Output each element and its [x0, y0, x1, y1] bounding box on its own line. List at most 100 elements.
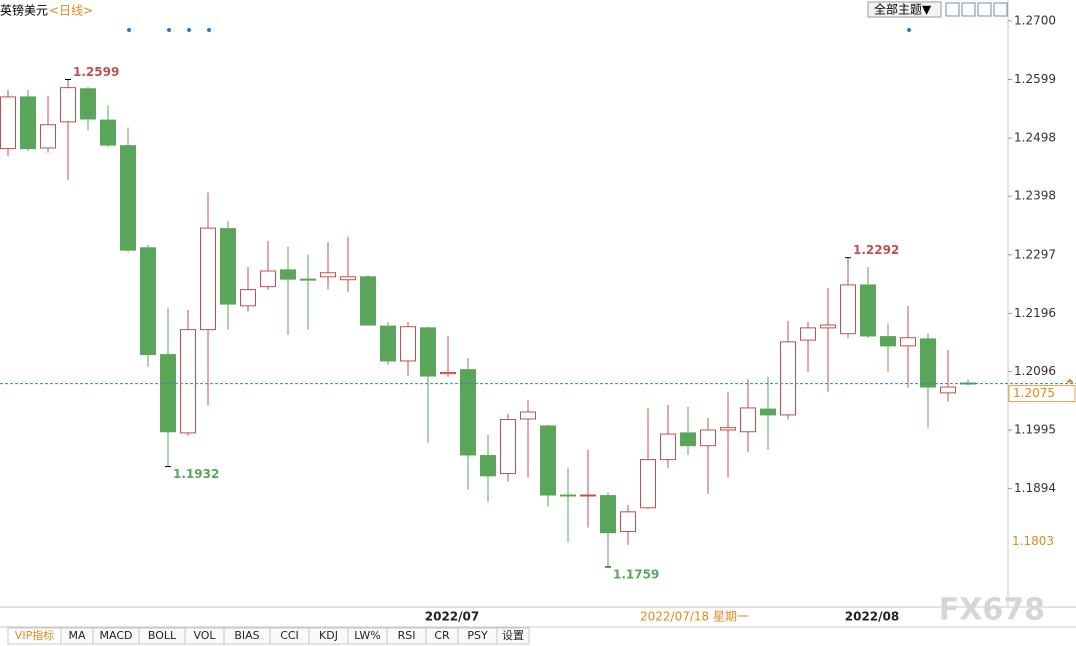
tool-icon[interactable] [961, 2, 976, 17]
indicator-tab-label[interactable]: VOL [193, 629, 216, 642]
candle-body [640, 459, 656, 509]
indicator-tab-label[interactable]: RSI [398, 629, 416, 642]
candle-body [920, 338, 936, 388]
x-tick-label: 2022/07 [425, 610, 479, 624]
candle-body [940, 386, 956, 394]
candle-body [100, 119, 116, 146]
event-markers [127, 28, 911, 32]
candle-body [320, 272, 336, 278]
tool-icon[interactable] [977, 2, 992, 17]
candle-body [860, 284, 876, 337]
indicator-tab-label[interactable]: MA [68, 629, 85, 642]
current-price-arrow [1066, 378, 1074, 383]
candle-body [200, 227, 216, 331]
candle-body [740, 407, 756, 433]
candle-body [220, 228, 236, 305]
candle-body [580, 494, 596, 497]
tool-icon[interactable] [993, 2, 1008, 17]
candle-body [460, 369, 476, 456]
candle-body [300, 278, 316, 281]
extreme-label: 1.2292 [853, 243, 899, 257]
extreme-label: 1.2599 [73, 65, 119, 79]
candle-body [240, 289, 256, 307]
crosshair-date: 2022/07/18 星期一 [640, 610, 749, 624]
candle-body [540, 425, 556, 496]
candle-body [480, 455, 496, 477]
indicator-tab-label[interactable]: VIP指标 [15, 628, 54, 642]
chart-title: 英镑美元 [0, 3, 48, 18]
candle-body [80, 88, 96, 120]
candle-body [400, 326, 416, 362]
toolbar [945, 2, 1008, 17]
candle-body [800, 327, 816, 341]
indicator-tab-label[interactable]: BOLL [148, 629, 177, 642]
y-tick-label: 1.2498 [1014, 131, 1056, 145]
y-tick-label: 1.1894 [1014, 481, 1056, 495]
candle-body [180, 329, 196, 434]
indicator-tab-label[interactable]: BIAS [234, 629, 259, 642]
tool-icon[interactable] [945, 2, 960, 17]
y-tick-label: 1.2196 [1014, 306, 1056, 320]
period-label[interactable]: <日线> [49, 4, 93, 18]
extreme-label: 1.1932 [173, 467, 219, 481]
candle-body [40, 124, 56, 149]
candle-body [380, 325, 396, 362]
x-tick-label: 2022/08 [845, 610, 899, 624]
candle-body [900, 337, 916, 347]
candle-body [440, 372, 456, 375]
candle-body [260, 270, 276, 288]
indicator-tab-label[interactable]: MACD [100, 629, 133, 642]
candle-body [60, 87, 76, 123]
candle-body [840, 284, 856, 335]
y-tick-label: 1.2599 [1014, 72, 1056, 86]
y-tick-label: 1.2700 [1014, 13, 1056, 27]
candle-body [700, 429, 716, 447]
candle-body [620, 511, 636, 533]
candle-body [340, 276, 356, 281]
candle-body [660, 433, 676, 461]
candle-body [760, 408, 776, 416]
y-tick-label: 1.1995 [1014, 423, 1056, 437]
candle-body [160, 354, 176, 433]
event-marker[interactable] [167, 28, 171, 32]
theme-button[interactable] [867, 1, 942, 18]
candle-body [360, 276, 376, 326]
candle-body [720, 427, 736, 431]
candle-body [0, 96, 16, 150]
extreme-label: 1.1759 [613, 567, 659, 581]
candle-body [280, 269, 296, 280]
watermark: FX678 [939, 593, 1045, 628]
candle-body [880, 336, 896, 347]
indicator-tab-label[interactable]: CCI [280, 629, 299, 642]
candle-body [500, 419, 516, 475]
candle-body [120, 145, 136, 251]
event-marker[interactable] [187, 28, 191, 32]
indicator-tab-label[interactable]: PSY [467, 629, 488, 642]
candle-body [600, 495, 616, 534]
current-price-box [1008, 385, 1076, 403]
candle-body [780, 341, 796, 416]
candle-body [560, 494, 576, 497]
indicator-tab-label[interactable]: LW% [354, 629, 380, 642]
current-price-label: 1.2075 [1013, 386, 1055, 400]
candle-body [20, 96, 36, 150]
crosshair-value: 1.1803 [1012, 534, 1054, 548]
indicator-tab-label[interactable]: 设置 [502, 629, 524, 642]
event-marker[interactable] [207, 28, 211, 32]
indicator-tab[interactable] [496, 627, 530, 645]
theme-button-label[interactable]: 全部主题▼ [874, 2, 932, 17]
candle-body [680, 432, 696, 447]
candle-body [140, 247, 156, 356]
candle-body [820, 324, 836, 329]
event-marker[interactable] [907, 28, 911, 32]
indicator-tab-label[interactable]: KDJ [319, 629, 338, 642]
y-tick-label: 1.2096 [1014, 364, 1056, 378]
y-tick-label: 1.2297 [1014, 247, 1056, 261]
indicator-tab-label[interactable]: CR [434, 629, 450, 642]
y-tick-label: 1.2398 [1014, 189, 1056, 203]
candle-body [520, 411, 536, 420]
event-marker[interactable] [127, 28, 131, 32]
